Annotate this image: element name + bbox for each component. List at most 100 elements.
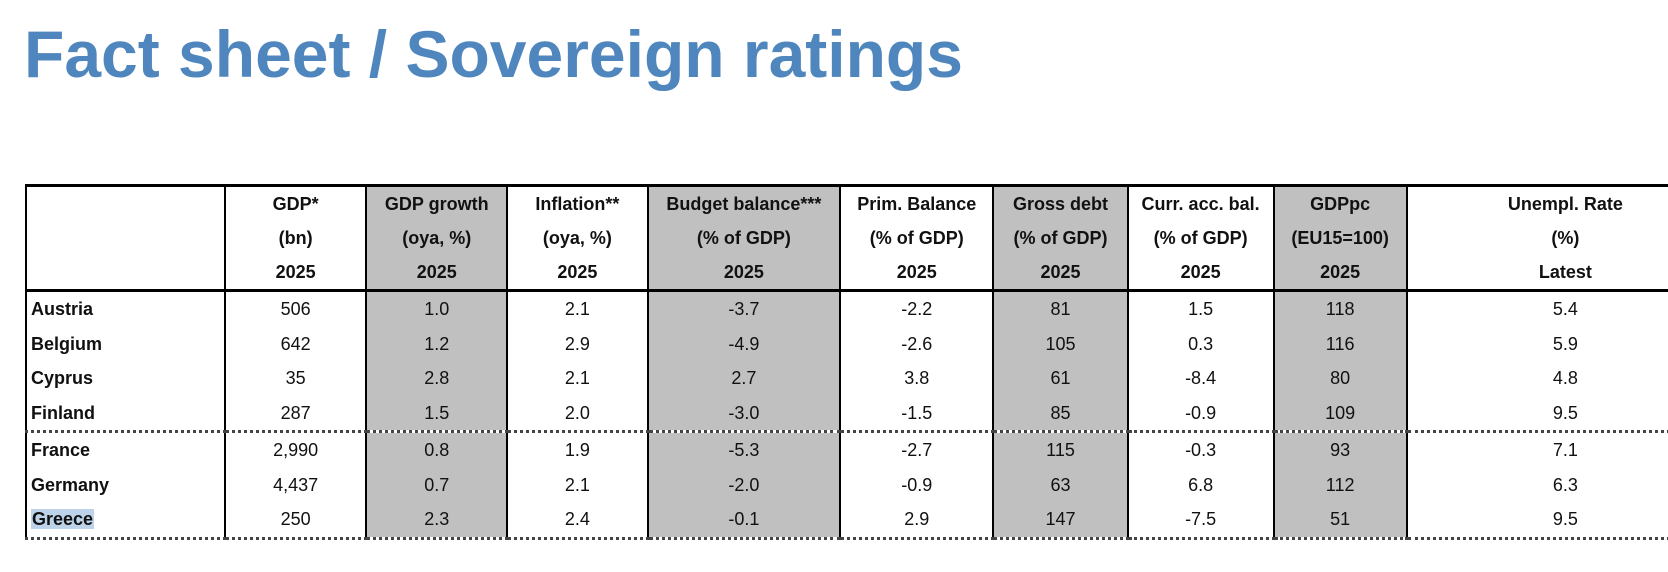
header-units-prim-balance: (% of GDP) [839, 221, 995, 255]
cell-gdp-growth[interactable]: 1.2 [365, 326, 509, 361]
cell-gross-debt[interactable]: 147 [992, 502, 1129, 540]
cell-unempl-rate[interactable]: 9.5 [1405, 395, 1668, 433]
cell-gdp[interactable]: 506 [223, 290, 368, 327]
cell-gross-debt[interactable]: 115 [992, 431, 1129, 468]
cell-gdp-growth[interactable]: 0.8 [365, 431, 509, 468]
cell-gross-debt[interactable]: 105 [992, 326, 1129, 361]
cell-budget-balance[interactable]: -4.9 [646, 326, 842, 361]
header-period-unempl-rate: Latest [1405, 255, 1668, 292]
cell-gdppc[interactable]: 112 [1272, 467, 1408, 502]
cell-prim-balance[interactable]: 2.9 [839, 502, 995, 540]
cell-curr-acc-bal[interactable]: -0.3 [1126, 431, 1275, 468]
table-header: GDP* GDP growth Inflation** Budget balan… [25, 184, 1668, 292]
cell-curr-acc-bal[interactable]: -8.4 [1126, 361, 1275, 396]
selected-country-label[interactable]: Greece [31, 509, 95, 530]
header-units-country [25, 221, 226, 255]
page-title: Fact sheet / Sovereign ratings [24, 17, 963, 91]
cell-gdp[interactable]: 35 [223, 361, 368, 396]
cell-gdp-growth[interactable]: 2.3 [365, 502, 509, 540]
header-period-gdppc: 2025 [1272, 255, 1408, 292]
cell-gdppc[interactable]: 116 [1272, 326, 1408, 361]
cell-inflation[interactable]: 2.1 [506, 467, 649, 502]
country-cell[interactable]: Cyprus [25, 361, 226, 396]
cell-gdppc[interactable]: 93 [1272, 431, 1408, 468]
header-period-gdp: 2025 [223, 255, 368, 292]
cell-inflation[interactable]: 2.0 [506, 395, 649, 433]
cell-budget-balance[interactable]: -5.3 [646, 431, 842, 468]
cell-prim-balance[interactable]: -2.6 [839, 326, 995, 361]
header-unempl-rate: Unempl. Rate [1405, 184, 1668, 221]
header-gdppc: GDPpc [1272, 184, 1408, 221]
cell-inflation[interactable]: 2.1 [506, 290, 649, 327]
cell-inflation[interactable]: 2.9 [506, 326, 649, 361]
cell-gross-debt[interactable]: 81 [992, 290, 1129, 327]
header-gdp-growth: GDP growth [365, 184, 509, 221]
cell-curr-acc-bal[interactable]: 1.5 [1126, 290, 1275, 327]
cell-budget-balance[interactable]: -2.0 [646, 467, 842, 502]
cell-inflation[interactable]: 2.1 [506, 361, 649, 396]
table-row-finland: Finland 287 1.5 2.0 -3.0 -1.5 85 -0.9 10… [25, 395, 1668, 433]
cell-gdppc[interactable]: 80 [1272, 361, 1408, 396]
country-cell[interactable]: Greece [25, 502, 226, 540]
cell-unempl-rate[interactable]: 6.3 [1405, 467, 1668, 502]
cell-gdp-growth[interactable]: 1.5 [365, 395, 509, 433]
header-units-budget-balance: (% of GDP) [646, 221, 842, 255]
country-cell[interactable]: France [25, 431, 226, 468]
table-row-belgium: Belgium 642 1.2 2.9 -4.9 -2.6 105 0.3 11… [25, 326, 1668, 361]
cell-budget-balance[interactable]: -0.1 [646, 502, 842, 540]
header-period-budget-balance: 2025 [646, 255, 842, 292]
cell-curr-acc-bal[interactable]: -0.9 [1126, 395, 1275, 433]
header-row-labels: GDP* GDP growth Inflation** Budget balan… [25, 184, 1668, 221]
cell-gross-debt[interactable]: 61 [992, 361, 1129, 396]
country-cell[interactable]: Finland [25, 395, 226, 433]
cell-inflation[interactable]: 2.4 [506, 502, 649, 540]
country-cell[interactable]: Belgium [25, 326, 226, 361]
header-inflation: Inflation** [506, 184, 649, 221]
header-units-unempl-rate: (%) [1405, 221, 1668, 255]
cell-gdp[interactable]: 642 [223, 326, 368, 361]
cell-curr-acc-bal[interactable]: 0.3 [1126, 326, 1275, 361]
table-row-austria: Austria 506 1.0 2.1 -3.7 -2.2 81 1.5 118… [25, 290, 1668, 327]
cell-unempl-rate[interactable]: 5.4 [1405, 290, 1668, 327]
cell-unempl-rate[interactable]: 9.5 [1405, 502, 1668, 540]
header-period-prim-balance: 2025 [839, 255, 995, 292]
cell-prim-balance[interactable]: -1.5 [839, 395, 995, 433]
header-units-gdp: (bn) [223, 221, 368, 255]
cell-gdp-growth[interactable]: 0.7 [365, 467, 509, 502]
cell-gdp[interactable]: 250 [223, 502, 368, 540]
header-gdp: GDP* [223, 184, 368, 221]
cell-gdp-growth[interactable]: 2.8 [365, 361, 509, 396]
table-row-germany: Germany 4,437 0.7 2.1 -2.0 -0.9 63 6.8 1… [25, 467, 1668, 502]
cell-gross-debt[interactable]: 85 [992, 395, 1129, 433]
cell-inflation[interactable]: 1.9 [506, 431, 649, 468]
cell-unempl-rate[interactable]: 5.9 [1405, 326, 1668, 361]
cell-gdp[interactable]: 2,990 [223, 431, 368, 468]
cell-gdppc[interactable]: 51 [1272, 502, 1408, 540]
cell-prim-balance[interactable]: -2.7 [839, 431, 995, 468]
cell-gdp[interactable]: 4,437 [223, 467, 368, 502]
cell-curr-acc-bal[interactable]: 6.8 [1126, 467, 1275, 502]
table-row-france: France 2,990 0.8 1.9 -5.3 -2.7 115 -0.3 … [25, 431, 1668, 468]
cell-gdppc[interactable]: 109 [1272, 395, 1408, 433]
cell-prim-balance[interactable]: -0.9 [839, 467, 995, 502]
cell-gdp-growth[interactable]: 1.0 [365, 290, 509, 327]
country-cell[interactable]: Germany [25, 467, 226, 502]
header-units-gdp-growth: (oya, %) [365, 221, 509, 255]
cell-budget-balance[interactable]: -3.0 [646, 395, 842, 433]
cell-budget-balance[interactable]: -3.7 [646, 290, 842, 327]
cell-unempl-rate[interactable]: 4.8 [1405, 361, 1668, 396]
cell-gross-debt[interactable]: 63 [992, 467, 1129, 502]
cell-budget-balance[interactable]: 2.7 [646, 361, 842, 396]
table-row-cyprus: Cyprus 35 2.8 2.1 2.7 3.8 61 -8.4 80 4.8 [25, 361, 1668, 396]
header-row-units: (bn) (oya, %) (oya, %) (% of GDP) (% of … [25, 221, 1668, 255]
header-gross-debt: Gross debt [992, 184, 1129, 221]
cell-gdp[interactable]: 287 [223, 395, 368, 433]
cell-gdppc[interactable]: 118 [1272, 290, 1408, 327]
cell-unempl-rate[interactable]: 7.1 [1405, 431, 1668, 468]
country-cell[interactable]: Austria [25, 290, 226, 327]
cell-curr-acc-bal[interactable]: -7.5 [1126, 502, 1275, 540]
header-curr-acc-bal: Curr. acc. bal. [1126, 184, 1275, 221]
cell-prim-balance[interactable]: -2.2 [839, 290, 995, 327]
cell-prim-balance[interactable]: 3.8 [839, 361, 995, 396]
header-period-gdp-growth: 2025 [365, 255, 509, 292]
